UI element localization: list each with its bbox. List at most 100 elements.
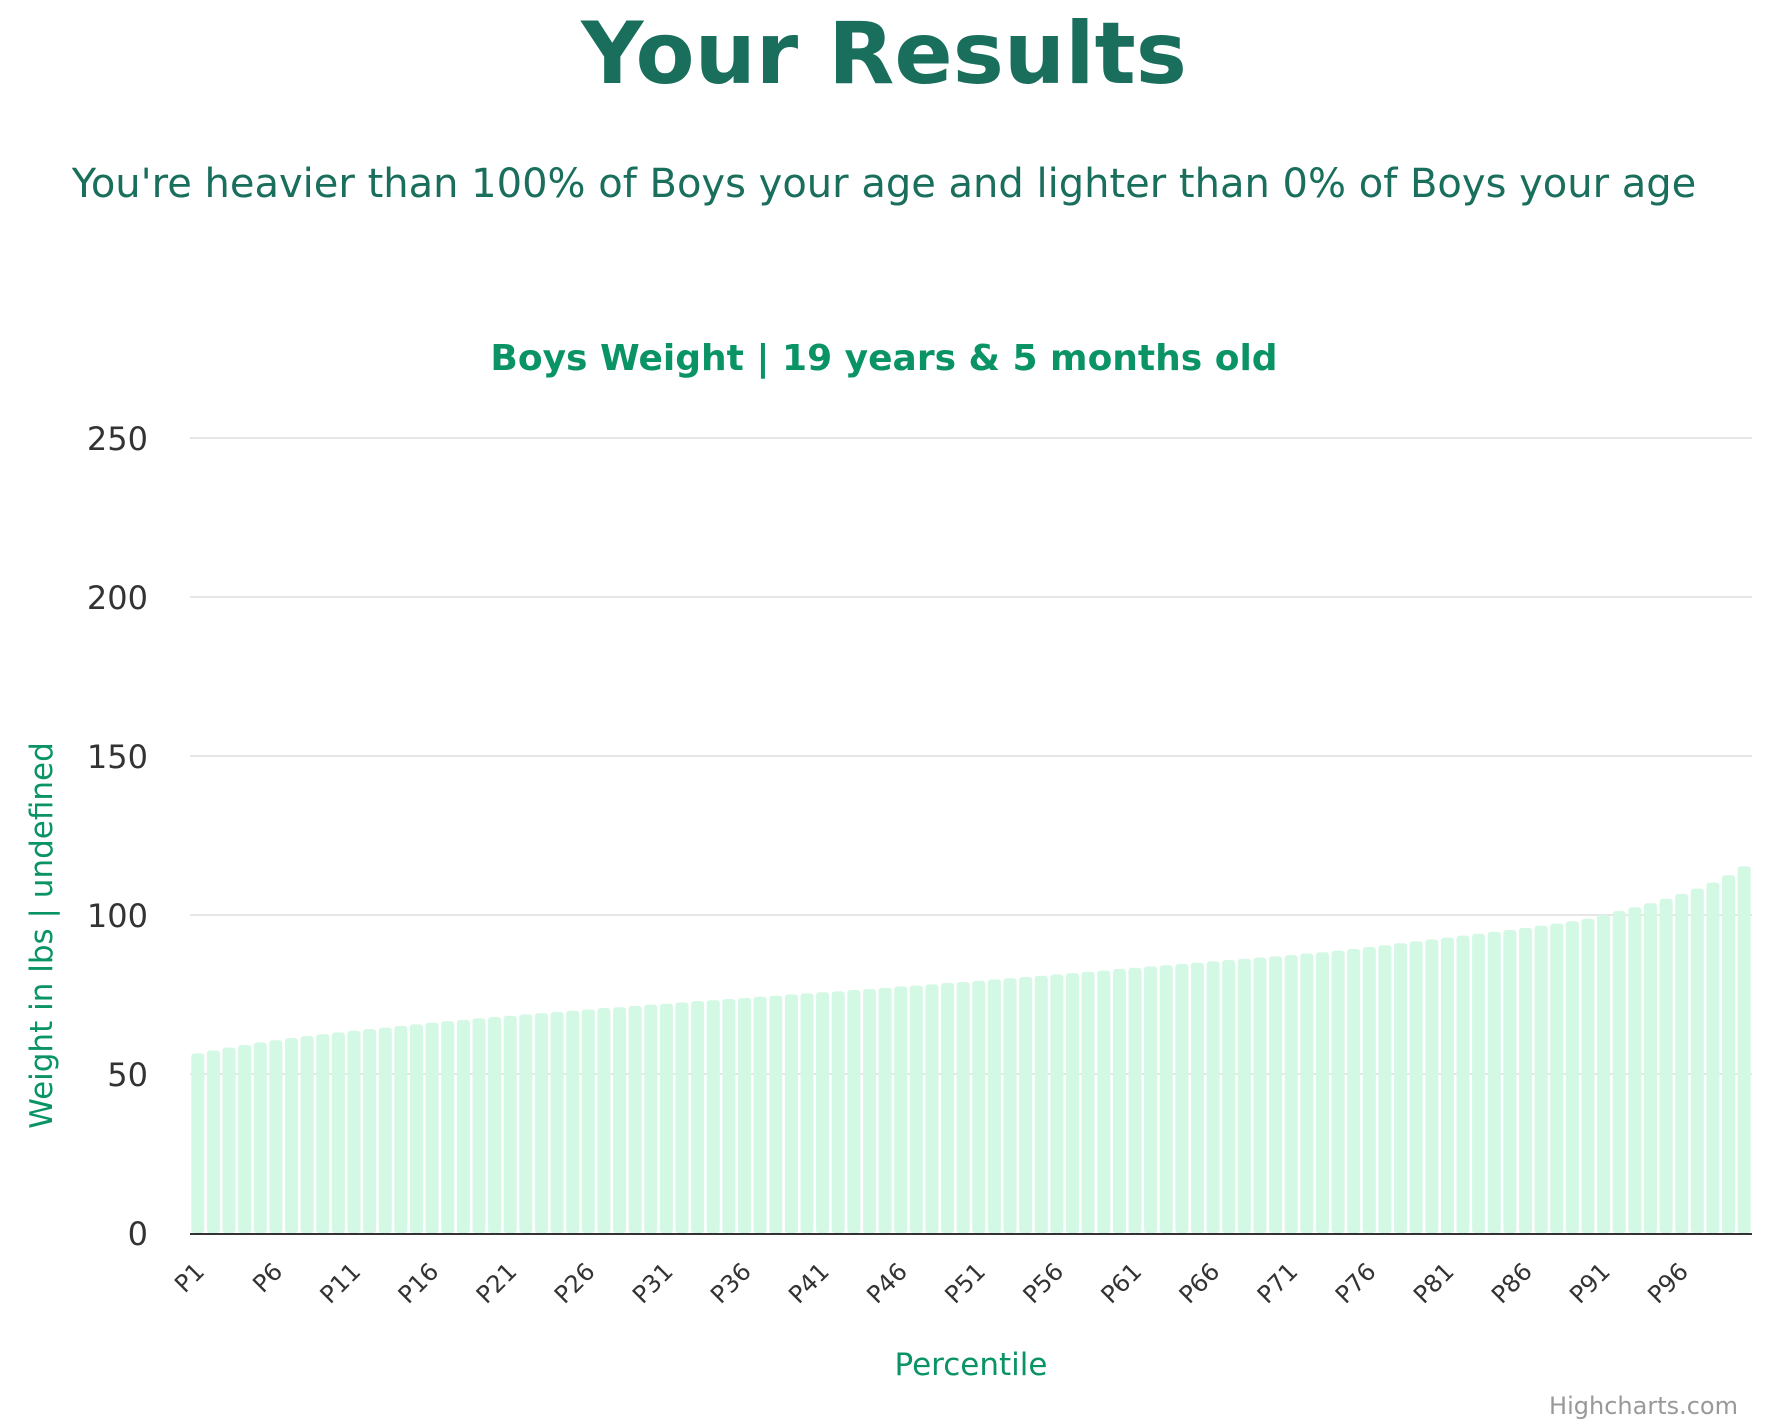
bar-P89[interactable] [1565,921,1579,1233]
bar-P26[interactable] [581,1009,595,1233]
bar-P95[interactable] [1659,898,1673,1233]
bar-P36[interactable] [738,997,752,1233]
bar-P68[interactable] [1237,958,1251,1233]
bar-P70[interactable] [1269,956,1283,1233]
bar-P11[interactable] [347,1030,361,1233]
bar-P54[interactable] [1019,977,1033,1233]
bar-P84[interactable] [1487,931,1501,1233]
bar-P28[interactable] [613,1007,627,1233]
bar-P12[interactable] [363,1029,377,1233]
credits-link[interactable]: Highcharts.com [1549,1392,1738,1420]
bar-P53[interactable] [1003,978,1017,1233]
bar-P27[interactable] [597,1008,611,1233]
bar-P62[interactable] [1144,966,1158,1233]
bar-P5[interactable] [253,1042,267,1233]
bar-P10[interactable] [331,1032,345,1233]
bar-P20[interactable] [488,1017,502,1233]
bar-P37[interactable] [753,996,767,1233]
bar-P14[interactable] [394,1025,408,1233]
bar-P71[interactable] [1284,955,1298,1233]
bar-P98[interactable] [1706,882,1720,1233]
bar-P57[interactable] [1066,973,1080,1233]
bar-P1[interactable] [191,1053,205,1233]
bar-P51[interactable] [972,980,986,1233]
bar-P18[interactable] [456,1019,470,1233]
bar-P7[interactable] [285,1038,299,1233]
bar-P30[interactable] [644,1004,658,1233]
bar-P63[interactable] [1159,965,1173,1233]
bar-P83[interactable] [1472,933,1486,1233]
bar-P49[interactable] [941,983,955,1233]
bar-P2[interactable] [206,1050,220,1233]
bar-P72[interactable] [1300,953,1314,1233]
bar-P77[interactable] [1378,945,1392,1233]
bar-P25[interactable] [566,1010,580,1233]
bar-P76[interactable] [1362,947,1376,1233]
bar-P41[interactable] [816,992,830,1233]
bar-P67[interactable] [1222,960,1236,1233]
bar-P91[interactable] [1597,915,1611,1233]
bar-P47[interactable] [909,985,923,1233]
bar-P44[interactable] [862,989,876,1233]
bar-P16[interactable] [425,1022,439,1233]
bar-P90[interactable] [1581,918,1595,1233]
bar-P78[interactable] [1394,943,1408,1233]
bar-P22[interactable] [519,1014,533,1233]
bar-P17[interactable] [441,1021,455,1233]
bar-P31[interactable] [659,1003,673,1233]
bar-P64[interactable] [1175,963,1189,1233]
bar-P56[interactable] [1050,974,1064,1233]
bar-P19[interactable] [472,1018,486,1233]
bar-P79[interactable] [1409,941,1423,1233]
bar-P73[interactable] [1315,952,1329,1233]
bar-P87[interactable] [1534,925,1548,1233]
bar-P92[interactable] [1612,911,1626,1233]
bar-P15[interactable] [409,1024,423,1233]
bar-P29[interactable] [628,1005,642,1233]
bar-P75[interactable] [1347,949,1361,1233]
bar-P94[interactable] [1643,903,1657,1233]
bar-P59[interactable] [1097,970,1111,1233]
bar-P99[interactable] [1722,875,1736,1233]
bar-P43[interactable] [847,990,861,1233]
bar-P58[interactable] [1081,971,1095,1233]
bar-P38[interactable] [769,995,783,1233]
bar-P66[interactable] [1206,961,1220,1233]
bar-P48[interactable] [925,984,939,1233]
bar-P97[interactable] [1690,888,1704,1233]
bar-P13[interactable] [378,1027,392,1233]
bar-P100[interactable] [1737,866,1751,1233]
bar-P96[interactable] [1675,894,1689,1233]
bar-P4[interactable] [238,1045,252,1233]
bar-P74[interactable] [1331,950,1345,1233]
bar-P40[interactable] [800,993,814,1233]
bar-P9[interactable] [316,1034,330,1233]
bar-P46[interactable] [894,986,908,1233]
bar-P82[interactable] [1456,935,1470,1233]
bar-P35[interactable] [722,998,736,1233]
bar-P50[interactable] [956,982,970,1233]
bar-P60[interactable] [1112,969,1126,1233]
bar-P52[interactable] [987,979,1001,1233]
bar-P86[interactable] [1519,928,1533,1233]
bar-P85[interactable] [1503,929,1517,1233]
bar-P45[interactable] [878,987,892,1233]
bar-P32[interactable] [675,1002,689,1233]
bar-P33[interactable] [691,1001,705,1233]
bar-P81[interactable] [1440,937,1454,1233]
bar-P61[interactable] [1128,967,1142,1233]
bar-P6[interactable] [269,1040,283,1233]
bar-P21[interactable] [503,1015,517,1233]
bar-P3[interactable] [222,1047,236,1233]
bar-P65[interactable] [1190,962,1204,1233]
bar-P80[interactable] [1425,939,1439,1233]
bar-P24[interactable] [550,1011,564,1233]
bar-P39[interactable] [784,994,798,1234]
bar-P55[interactable] [1034,975,1048,1233]
bar-P93[interactable] [1628,907,1642,1233]
bar-P69[interactable] [1253,957,1267,1233]
bar-P8[interactable] [300,1036,314,1233]
bar-P23[interactable] [534,1013,548,1233]
bar-P34[interactable] [706,1000,720,1233]
bar-P42[interactable] [831,991,845,1233]
